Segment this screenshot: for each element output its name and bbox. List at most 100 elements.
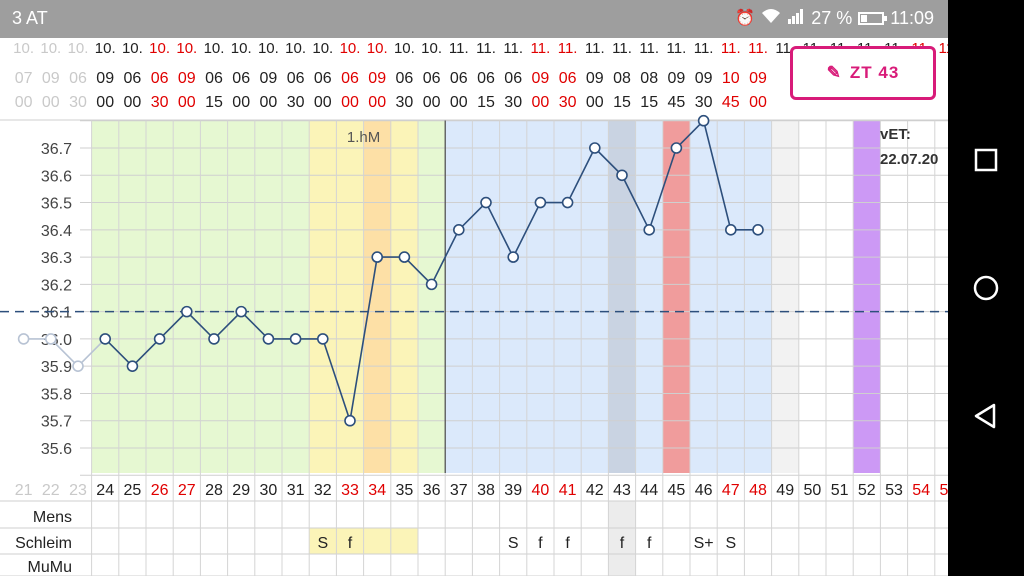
y-tick-label: 35.6: [41, 441, 72, 458]
schleim-value: S: [508, 535, 519, 552]
temp-point: [588, 142, 601, 154]
cycle-day-label: 21: [15, 482, 33, 499]
wifi-icon: [761, 8, 781, 29]
status-right: ⏰ 27 % 11:09: [735, 8, 934, 29]
android-nav-bar: [948, 0, 1024, 576]
cycle-day-label: 36: [423, 482, 441, 499]
cycle-day-label: 48: [749, 482, 767, 499]
cycle-day-label: 33: [341, 482, 359, 499]
battery-percent: 27 %: [811, 8, 853, 28]
cycle-day-label: 35: [396, 482, 414, 499]
schleim-value: f: [565, 535, 570, 552]
row-label: Mens: [33, 509, 72, 526]
header-hour: 06: [423, 70, 441, 87]
header-date: 11.: [612, 40, 632, 57]
cycle-day-label: 43: [613, 482, 631, 499]
cycle-day-label: 54: [912, 482, 930, 499]
cycle-day-label: 52: [858, 482, 876, 499]
header-hour: 09: [96, 70, 114, 87]
cycle-day-label: 34: [368, 482, 386, 499]
header-minute: 00: [124, 94, 142, 111]
temp-point: [126, 360, 139, 372]
temp-point: [316, 333, 329, 345]
header-minute: 30: [287, 94, 305, 111]
header-hour: 06: [124, 70, 142, 87]
temp-point: [752, 224, 764, 236]
temp-point: [398, 251, 411, 263]
header-hour: 08: [613, 70, 631, 87]
back-button[interactable]: [966, 396, 1006, 436]
cycle-day-label: 28: [205, 482, 223, 499]
temp-line-prev: [23, 338, 106, 368]
header-date: 10.: [40, 40, 61, 57]
header-hour: 06: [341, 70, 359, 87]
cycle-day-button-label: ZT 43: [849, 63, 900, 82]
header-hour: 06: [232, 70, 250, 87]
today-column: [608, 501, 636, 576]
temp-point: [670, 142, 683, 154]
cycle-day-label: 23: [69, 482, 87, 499]
header-minute: 00: [368, 94, 386, 111]
header-minute: 00: [96, 94, 114, 111]
y-tick-label: 36.6: [41, 168, 72, 185]
header-date: 10.: [68, 40, 89, 57]
temp-point: [616, 169, 628, 182]
header-date: 10.: [258, 40, 279, 57]
header-hour: 09: [178, 70, 196, 87]
cycle-day-label: 26: [151, 482, 169, 499]
header-minute: 30: [69, 94, 87, 111]
header-hour: 09: [42, 70, 60, 87]
temp-point: [697, 114, 710, 127]
phase-band: [418, 120, 446, 473]
header-hour: 06: [396, 70, 414, 87]
status-bar: 3 AT ⏰ 27 % 11:09: [0, 0, 948, 38]
y-tick-label: 35.9: [41, 359, 72, 376]
header-hour: 06: [287, 70, 305, 87]
header-minute: 30: [504, 94, 522, 111]
temp-point: [480, 196, 492, 209]
header-date: 10.: [176, 40, 197, 57]
header-date: 10.: [149, 40, 170, 57]
header-date: 11.: [639, 40, 659, 57]
cycle-day-label: 24: [96, 482, 114, 499]
battery-icon: [858, 12, 888, 25]
header-hour: 10: [722, 70, 740, 87]
cycle-day-label: 38: [477, 482, 495, 499]
temp-point: [17, 333, 30, 345]
header-minute: 45: [722, 94, 740, 111]
header-hour: 09: [695, 70, 713, 87]
header-date: 10.: [122, 40, 143, 57]
row-label: Schleim: [15, 535, 72, 552]
cycle-day-label: 31: [287, 482, 305, 499]
cycle-day-label: 46: [695, 482, 713, 499]
temp-point: [534, 196, 547, 209]
header-hour: 09: [668, 70, 686, 87]
header-date: 11.: [939, 40, 948, 57]
cycle-day-label: 25: [124, 482, 142, 499]
header-date: 10.: [340, 40, 361, 57]
header-hour: 06: [205, 70, 223, 87]
schleim-value: S: [725, 535, 736, 552]
temperature-chart[interactable]: 36.736.636.536.436.336.236.136.035.935.8…: [0, 38, 948, 576]
cycle-day-label: 42: [586, 482, 604, 499]
header-minute: 15: [613, 94, 631, 111]
header-date: 10.: [95, 40, 116, 57]
cycle-day-label: 44: [640, 482, 658, 499]
y-tick-label: 36.7: [41, 141, 72, 158]
header-minute: 00: [232, 94, 250, 111]
header-minute: 30: [396, 94, 414, 111]
header-minute: 15: [640, 94, 658, 111]
cycle-day-label: 51: [831, 482, 849, 499]
cycle-day-label: 32: [314, 482, 332, 499]
header-date: 10.: [231, 40, 252, 57]
schleim-value: f: [620, 535, 625, 552]
cycle-day-label: 39: [504, 482, 522, 499]
header-minute: 30: [559, 94, 577, 111]
cycle-day-button[interactable]: ✎ ZT 43: [790, 46, 936, 100]
home-button[interactable]: [966, 268, 1006, 308]
recents-button[interactable]: [966, 140, 1006, 180]
phase-band: [853, 120, 881, 473]
schleim-value: S: [317, 535, 328, 552]
header-minute: 30: [151, 94, 169, 111]
header-date: 10.: [13, 40, 34, 57]
